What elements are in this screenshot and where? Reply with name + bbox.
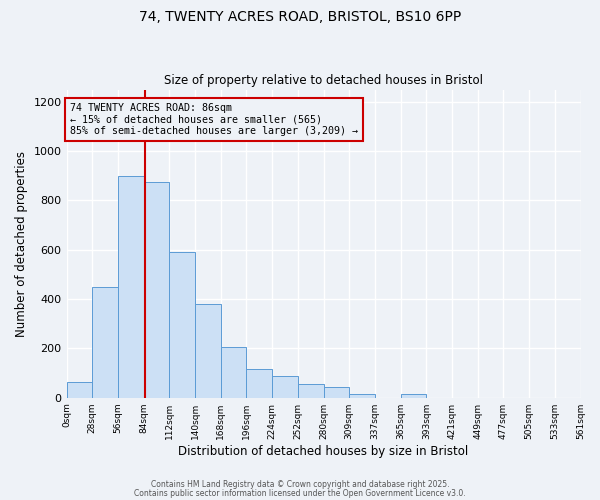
Bar [118,176,143,398]
Bar [169,252,195,398]
Bar [221,347,247,398]
Bar [298,384,323,398]
Bar [401,394,427,398]
Bar [195,304,221,398]
Y-axis label: Number of detached properties: Number of detached properties [15,150,28,336]
Bar [349,394,375,398]
Bar [67,382,92,398]
Bar [247,370,272,398]
Bar [272,376,298,398]
Bar [323,386,349,398]
Bar [92,287,118,398]
Text: 74, TWENTY ACRES ROAD, BRISTOL, BS10 6PP: 74, TWENTY ACRES ROAD, BRISTOL, BS10 6PP [139,10,461,24]
Text: Contains HM Land Registry data © Crown copyright and database right 2025.: Contains HM Land Registry data © Crown c… [151,480,449,489]
X-axis label: Distribution of detached houses by size in Bristol: Distribution of detached houses by size … [178,444,469,458]
Title: Size of property relative to detached houses in Bristol: Size of property relative to detached ho… [164,74,483,87]
Text: 74 TWENTY ACRES ROAD: 86sqm
← 15% of detached houses are smaller (565)
85% of se: 74 TWENTY ACRES ROAD: 86sqm ← 15% of det… [70,103,358,136]
Text: Contains public sector information licensed under the Open Government Licence v3: Contains public sector information licen… [134,488,466,498]
Bar [143,182,169,398]
